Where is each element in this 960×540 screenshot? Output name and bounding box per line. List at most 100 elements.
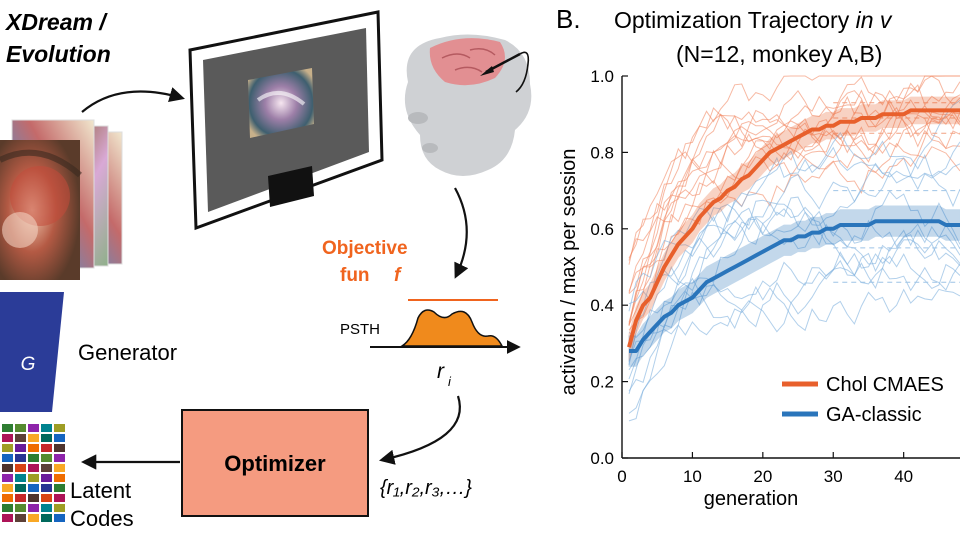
latent-code-cell [41,434,52,442]
latent-code-cell [28,494,39,502]
latent-code-cell [15,474,26,482]
arrow-response-to-optimizer [378,395,461,465]
latent-code-cell [2,504,13,512]
generator-symbol: G [21,354,36,375]
latent-code-cell [41,424,52,432]
objective-label-line-2: fun [340,265,370,286]
session-trace [628,141,960,341]
latent-code-cell [15,434,26,442]
latent-code-cell [41,504,52,512]
trajectory-chart: 0.0 0.2 0.4 0.6 0.8 1.0 0 10 20 30 40 Chol CMAES GA… [590,67,960,486]
latent-code-cell [15,424,26,432]
latent-code-cell [54,504,65,512]
optimizer-label: Optimizer [224,451,326,476]
latent-code-cell [2,424,13,432]
latent-code-cell [54,484,65,492]
psth-label: PSTH [340,321,380,338]
latent-code-cell [54,434,65,442]
session-trace [628,285,960,422]
latent-code-cell [54,444,65,452]
latent-code-cell [2,454,13,462]
chart-legend: Chol CMAES GA-classic [782,374,944,426]
session-trace [628,75,960,295]
y-tick-label: 0.0 [590,449,614,468]
sem-band [628,96,960,361]
arrow-monkey-to-objective [454,187,469,279]
session-trace [628,94,960,294]
x-tick-label: 10 [683,467,702,486]
latent-code-cell [54,514,65,522]
session-trace [628,81,960,265]
latent-code-cell [41,514,52,522]
latent-code-cell [15,504,26,512]
session-trace [628,239,960,392]
generated-image-stack [0,119,123,280]
objective-symbol: f [394,265,402,286]
y-tick-label: 1.0 [590,67,614,86]
mean-line-chol-cmaes [627,108,960,348]
title-line-1: XDream / [4,9,108,35]
latent-code-cell [28,474,39,482]
session-trace [628,190,960,366]
latent-code-cell [2,474,13,482]
y-tick-label: 0.4 [590,296,614,315]
session-trace [628,75,960,292]
latent-code-cell [41,474,52,482]
x-tick-label: 40 [894,467,913,486]
monitor-stand [268,166,314,207]
latent-code-cell [54,464,65,472]
latent-code-cell [2,434,13,442]
response-symbol: r [437,360,445,383]
monkey-head-icon [404,34,532,176]
chart-title: Optimization Trajectory in v [614,7,893,33]
objective-function: Objective fun f [322,238,498,301]
legend-label: GA-classic [826,404,922,426]
latent-code-cell [28,444,39,452]
panel-label: B. [556,4,581,34]
latent-code-cell [54,474,65,482]
latent-code-cell [15,494,26,502]
response-set: {r₁,r₂,r₃,…} [380,477,472,499]
latent-code-cell [28,454,39,462]
session-trace [628,95,960,331]
chart-subtitle: (N=12, monkey A,B) [676,41,882,67]
title-line-2: Evolution [6,41,111,67]
latent-code-cell [2,444,13,452]
latent-code-cell [15,484,26,492]
session-trace [628,142,960,326]
latent-code-cell [41,464,52,472]
xdream-title: XDream / Evolution [4,9,111,67]
session-trace [628,110,960,326]
x-tick-label: 20 [753,467,772,486]
latent-code-cell [54,424,65,432]
session-trace [628,251,960,362]
chart-axes: 0.0 0.2 0.4 0.6 0.8 1.0 0 10 20 30 40 [590,67,960,486]
brain-icon [429,38,505,86]
objective-label-line-1: Objective [322,238,408,259]
legend-label: Chol CMAES [826,374,944,396]
session-trace [628,203,960,305]
latent-code-cell [54,454,65,462]
latent-label-line-2: Codes [70,506,134,531]
y-axis-label: activation / max per session [558,149,580,396]
mean-lines [627,108,960,353]
latent-code-cell [41,454,52,462]
stimulus-image [248,68,314,138]
latent-label-line-1: Latent [70,478,131,503]
session-trace [628,114,960,327]
latent-code-cell [28,434,39,442]
latent-code-cell [2,464,13,472]
x-axis-label: generation [704,488,799,510]
latent-code-cell [15,454,26,462]
latent-code-cell [2,484,13,492]
latent-code-cell [28,514,39,522]
latent-code-cell [41,484,52,492]
latent-code-grid [2,424,65,522]
optimizer-box: Optimizer [181,409,369,517]
mean-line-ga-classic [629,219,960,353]
monitor [188,10,384,231]
y-tick-label: 0.6 [590,220,614,239]
generator-label: Generator [78,340,177,365]
latent-code-cell [2,514,13,522]
psth-plot: PSTH r i [340,309,521,389]
